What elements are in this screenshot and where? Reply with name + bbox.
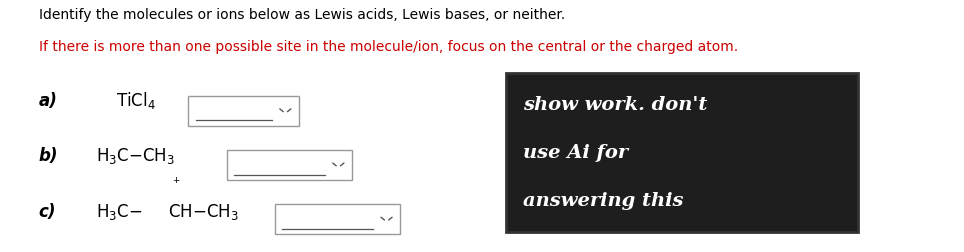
FancyBboxPatch shape bbox=[506, 73, 858, 232]
Text: show work. don't: show work. don't bbox=[523, 96, 708, 114]
Text: CH$-$CH$_3$: CH$-$CH$_3$ bbox=[168, 202, 238, 222]
Bar bbox=[227, 150, 352, 180]
Text: answering this: answering this bbox=[523, 192, 683, 209]
Bar bbox=[188, 96, 299, 126]
Text: b): b) bbox=[39, 147, 58, 165]
Text: H$_3$C$-$: H$_3$C$-$ bbox=[96, 202, 143, 222]
Text: c): c) bbox=[39, 203, 56, 221]
Bar bbox=[275, 204, 400, 234]
Text: a): a) bbox=[39, 92, 58, 110]
Text: TiCl$_4$: TiCl$_4$ bbox=[116, 90, 155, 111]
Text: $^+$: $^+$ bbox=[171, 176, 181, 189]
Text: H$_3$C$-$CH$_3$: H$_3$C$-$CH$_3$ bbox=[96, 146, 175, 166]
Text: Identify the molecules or ions below as Lewis acids, Lewis bases, or neither.: Identify the molecules or ions below as … bbox=[39, 8, 565, 22]
Text: use Ai for: use Ai for bbox=[523, 144, 629, 162]
Text: If there is more than one possible site in the molecule/ion, focus on the centra: If there is more than one possible site … bbox=[39, 40, 737, 54]
